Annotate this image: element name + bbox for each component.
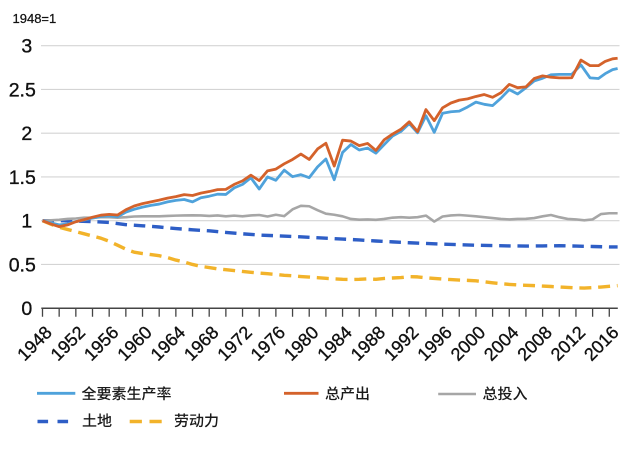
svg-text:2: 2	[21, 123, 32, 145]
svg-text:1: 1	[21, 211, 32, 233]
svg-text:1948=1: 1948=1	[13, 11, 57, 26]
svg-text:3: 3	[21, 36, 32, 58]
svg-text:0.5: 0.5	[9, 254, 36, 276]
svg-text:2.5: 2.5	[9, 79, 36, 101]
svg-text:0: 0	[21, 298, 32, 320]
svg-text:1.5: 1.5	[9, 167, 36, 189]
